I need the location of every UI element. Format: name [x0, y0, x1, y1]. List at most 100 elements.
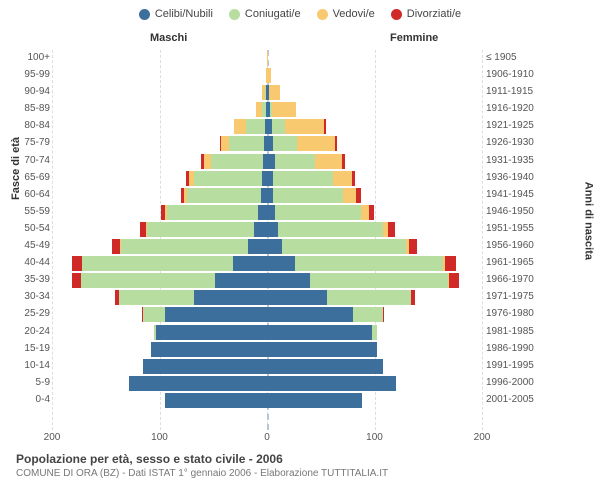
header-female: Femmine	[390, 32, 438, 44]
bar-segment	[353, 307, 383, 322]
year-label: 1976-1980	[486, 308, 548, 319]
chart-title: Popolazione per età, sesso e stato civil…	[16, 452, 584, 466]
bar-male	[112, 239, 267, 254]
bar-segment	[267, 273, 310, 288]
legend: Celibi/NubiliConiugati/eVedovi/eDivorzia…	[0, 0, 600, 24]
population-pyramid: 100+≤ 190595-991906-191090-941911-191585…	[52, 50, 482, 430]
legend-label: Divorziati/e	[407, 8, 461, 20]
age-label: 10-14	[16, 360, 50, 371]
x-tick-label: 100	[366, 432, 383, 443]
bar-female	[267, 222, 395, 237]
year-label: 1996-2000	[486, 377, 548, 388]
bar-female	[267, 85, 280, 100]
bar-segment	[215, 273, 267, 288]
year-label: 1971-1975	[486, 291, 548, 302]
bar-segment	[269, 85, 280, 100]
y-axis-right-label: Anni di nascita	[582, 182, 594, 260]
age-row: 85-891916-1920	[52, 101, 482, 118]
bar-segment	[165, 307, 267, 322]
bar-segment	[369, 205, 374, 220]
age-label: 45-49	[16, 240, 50, 251]
bar-segment	[267, 359, 383, 374]
age-label: 40-44	[16, 257, 50, 268]
bar-segment	[449, 273, 460, 288]
bar-segment	[72, 256, 82, 271]
year-label: 1941-1945	[486, 189, 548, 200]
bar-segment	[273, 188, 343, 203]
bar-segment	[234, 119, 246, 134]
bar-segment	[112, 239, 120, 254]
bar-female	[267, 307, 384, 322]
bar-segment	[285, 119, 324, 134]
bar-segment	[282, 239, 406, 254]
year-label: 1921-1925	[486, 120, 548, 131]
bar-segment	[187, 188, 260, 203]
bar-segment	[267, 154, 275, 169]
age-row: 5-91996-2000	[52, 375, 482, 392]
age-label: 90-94	[16, 86, 50, 97]
bar-male	[154, 325, 267, 340]
bar-female	[267, 68, 271, 83]
bar-segment	[81, 273, 215, 288]
bar-segment	[258, 205, 267, 220]
age-label: 15-19	[16, 343, 50, 354]
bar-segment	[72, 273, 81, 288]
bar-female	[267, 393, 362, 408]
age-row: 35-391966-1970	[52, 272, 482, 289]
age-label: 70-74	[16, 155, 50, 166]
year-label: 1946-1950	[486, 206, 548, 217]
age-row: 15-191986-1990	[52, 341, 482, 358]
age-label: 85-89	[16, 103, 50, 114]
bar-female	[267, 376, 396, 391]
bar-female	[267, 273, 459, 288]
legend-item: Divorziati/e	[391, 8, 461, 20]
bar-segment	[194, 171, 262, 186]
bar-segment	[273, 136, 297, 151]
bar-segment	[267, 239, 282, 254]
bar-segment	[267, 68, 271, 83]
bar-segment	[272, 119, 285, 134]
bar-segment	[310, 273, 448, 288]
legend-swatch	[139, 9, 150, 20]
bar-female	[267, 188, 361, 203]
bar-segment	[275, 205, 361, 220]
age-label: 55-59	[16, 206, 50, 217]
age-label: 80-84	[16, 120, 50, 131]
bar-male	[220, 136, 267, 151]
age-row: 90-941911-1915	[52, 84, 482, 101]
age-label: 60-64	[16, 189, 50, 200]
age-label: 75-79	[16, 137, 50, 148]
bar-female	[267, 102, 296, 117]
bar-male	[129, 376, 267, 391]
bar-segment	[272, 102, 296, 117]
bar-segment	[335, 136, 337, 151]
bar-female	[267, 359, 383, 374]
bar-segment	[315, 154, 342, 169]
age-row: 55-591946-1950	[52, 204, 482, 221]
age-row: 20-241981-1985	[52, 324, 482, 341]
year-label: 1966-1970	[486, 274, 548, 285]
bar-segment	[267, 325, 372, 340]
bar-male	[161, 205, 267, 220]
bar-female	[267, 205, 374, 220]
bar-segment	[165, 393, 267, 408]
bar-segment	[82, 256, 233, 271]
x-tick-label: 200	[474, 432, 491, 443]
bar-segment	[194, 290, 267, 305]
legend-item: Vedovi/e	[317, 8, 375, 20]
bar-segment	[233, 256, 267, 271]
bar-segment	[267, 205, 275, 220]
bar-segment	[267, 222, 278, 237]
age-row: 50-541951-1955	[52, 221, 482, 238]
bar-segment	[445, 256, 456, 271]
year-label: ≤ 1905	[486, 52, 548, 63]
bar-segment	[211, 154, 263, 169]
bar-segment	[267, 290, 327, 305]
x-tick-label: 0	[264, 432, 270, 443]
age-label: 0-4	[16, 394, 50, 405]
bar-segment	[409, 239, 418, 254]
age-row: 80-841921-1925	[52, 118, 482, 135]
bar-segment	[267, 256, 295, 271]
bar-female	[267, 51, 268, 66]
bar-male	[143, 359, 267, 374]
